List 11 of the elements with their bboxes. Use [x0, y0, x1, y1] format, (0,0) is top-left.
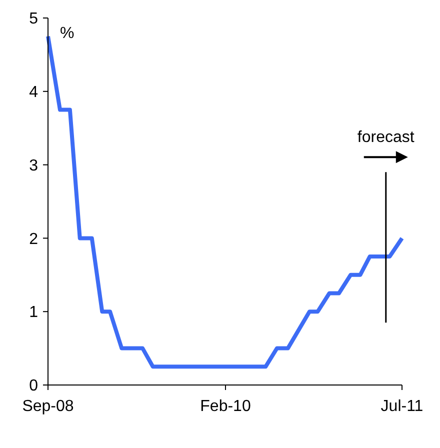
y-tick-label: 0	[29, 378, 38, 395]
x-tick-label: Feb-10	[200, 398, 251, 415]
y-tick-label: 5	[29, 10, 38, 28]
ref-line-label: forecast	[357, 129, 415, 146]
y-tick-label: 4	[29, 84, 38, 101]
x-tick-label: Jul-11	[380, 398, 424, 415]
y-tick-label: 2	[29, 230, 38, 248]
x-tick-label: Sep-08	[22, 398, 74, 415]
y-tick-label: 1	[29, 304, 38, 322]
y-tick-label: 3	[29, 157, 38, 174]
y-axis-title: %	[60, 25, 74, 42]
